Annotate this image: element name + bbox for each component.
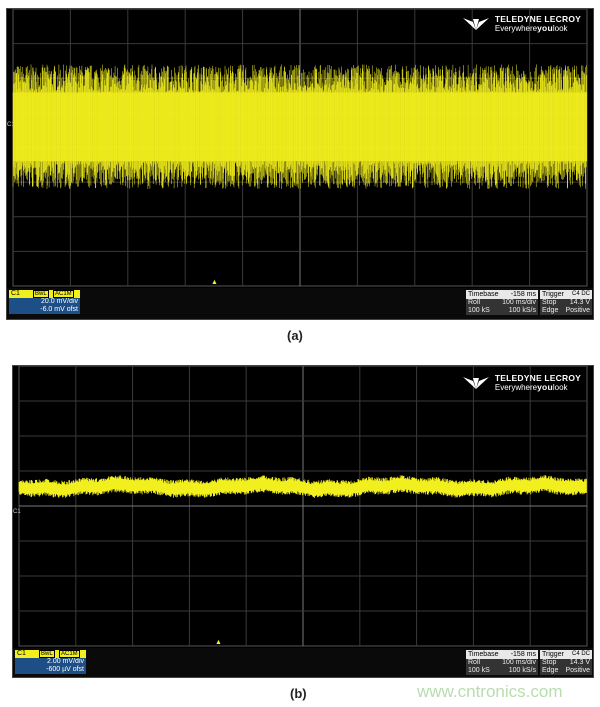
channel-descriptor[interactable]: C1 BwL AC1M 20.0 mV/div -6.0 mV ofst (9, 290, 80, 314)
watermark: www.cntronics.com (417, 682, 563, 701)
status-text: C1 (11, 290, 20, 297)
status-text: Trigger (542, 651, 564, 658)
status-text: 100 ms/div (502, 659, 536, 666)
waveform-plot (12, 9, 588, 287)
trigger-position-marker[interactable]: ▲ (214, 639, 222, 646)
status-text: Timebase (468, 291, 499, 298)
channel-descriptor[interactable]: C1 BwL AC1M 2.00 mV/div -600 µV ofst (15, 650, 86, 674)
status-text: 14.3 V (569, 299, 590, 306)
status-text: 100 kS/s (508, 307, 536, 314)
status-text: Edge (542, 667, 559, 674)
status-text: BwL (33, 290, 49, 298)
status-text: BwL (39, 650, 55, 658)
lecroy-logo-icon (462, 377, 489, 389)
status-text: Stop (542, 659, 557, 666)
vertical-scale: 20.0 mV/div (41, 298, 78, 305)
status-text: 100 kS (468, 667, 490, 674)
caption-b: (b) (290, 686, 307, 701)
status-text: 100 ms/div (502, 299, 536, 306)
trigger-descriptor[interactable]: Trigger C4 DC Stop 14.3 V Edge Positive (540, 650, 592, 675)
status-text: 14.3 V (569, 659, 590, 666)
scope-screen-a: TELEDYNE LECROY Everywhereyoulook C1 ▲ C1… (6, 8, 594, 320)
status-text: Roll (468, 659, 481, 666)
status-text: AC1M (59, 650, 80, 658)
status-text: -158 ms (510, 651, 536, 658)
vertical-scale: 2.00 mV/div (47, 658, 84, 665)
status-text: DC (581, 291, 590, 297)
caption-a: (a) (287, 328, 303, 343)
status-text: Roll (468, 299, 481, 306)
timebase-descriptor[interactable]: Timebase -158 ms Roll 100 ms/div 100 kS 100… (466, 650, 538, 675)
status-text: Trigger (542, 291, 564, 298)
waveform-trace (18, 475, 587, 498)
vertical-offset: -6.0 mV ofst (40, 306, 78, 313)
status-text: 100 kS/s (508, 667, 536, 674)
waveform-plot (18, 366, 588, 647)
channel-offset-marker[interactable]: C1 (13, 509, 21, 515)
status-text: -158 ms (510, 291, 536, 298)
status-text: C4 (571, 651, 580, 657)
scope-screen-b: TELEDYNE LECROY Everywhereyoulook C1 ▲ C1… (12, 365, 594, 678)
channel-offset-marker[interactable]: C1 (7, 121, 15, 128)
timebase-descriptor[interactable]: Timebase -158 ms Roll 100 ms/div 100 kS 100… (466, 290, 538, 315)
teledyne-lecroy-logo: TELEDYNE LECROY Everywhereyoulook (462, 374, 581, 392)
status-bar: C1 BwL AC1M 20.0 mV/div -6.0 mV ofst Timeba… (7, 288, 593, 319)
trigger-position-marker[interactable]: ▲ (211, 279, 218, 286)
status-text: Stop (542, 299, 557, 306)
status-bar: C1 BwL AC1M 2.00 mV/div -600 µV ofst Timeba… (13, 648, 593, 677)
status-text: AC1M (53, 290, 74, 298)
waveform-trace-core (13, 92, 587, 162)
trigger-descriptor[interactable]: Trigger C4 DC Stop 14.3 V Edge Positive (540, 290, 592, 315)
status-text: 100 kS (468, 307, 490, 314)
status-text: C4 (571, 291, 580, 297)
vertical-offset: -600 µV ofst (46, 666, 84, 673)
teledyne-lecroy-logo: TELEDYNE LECROY Everywhereyoulook (462, 15, 581, 33)
status-text: C1 (17, 650, 26, 657)
status-text: Positive (565, 307, 590, 314)
status-text: Positive (565, 667, 590, 674)
status-text: Timebase (468, 651, 499, 658)
lecroy-logo-icon (462, 18, 489, 30)
status-text: DC (581, 651, 590, 657)
status-text: Edge (542, 307, 559, 314)
